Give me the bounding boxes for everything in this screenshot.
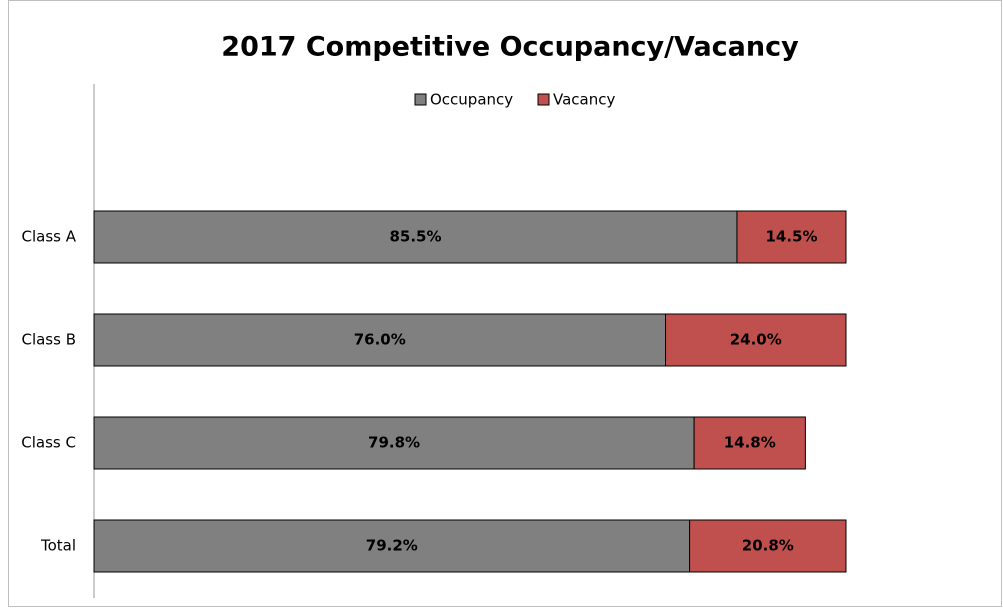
bar-segment <box>665 313 847 367</box>
data-label: 20.8% <box>742 537 794 555</box>
data-label: 79.8% <box>368 434 420 452</box>
data-label: 14.5% <box>765 228 817 246</box>
data-label: 76.0% <box>354 331 406 349</box>
y-tick-label: Total <box>40 537 76 555</box>
legend-swatch <box>414 93 427 106</box>
bar-segment <box>736 210 847 264</box>
y-tick-label: Class A <box>22 228 77 246</box>
bar-segment <box>93 210 738 264</box>
legend-swatch <box>537 93 550 106</box>
bar-segment <box>689 519 847 573</box>
legend-label: Vacancy <box>553 91 615 109</box>
data-label: 14.8% <box>724 434 776 452</box>
legend-label: Occupancy <box>430 91 513 109</box>
chart-title: 2017 Competitive Occupancy/Vacancy <box>221 32 799 63</box>
data-label: 85.5% <box>389 228 441 246</box>
data-label: 24.0% <box>730 331 782 349</box>
y-tick-label: Class B <box>21 331 76 349</box>
y-tick-label: Class C <box>21 434 76 452</box>
frame <box>8 0 1002 607</box>
data-label: 79.2% <box>366 537 418 555</box>
bar-segment <box>693 416 806 470</box>
bar-segment <box>93 519 691 573</box>
bar-segment <box>93 416 695 470</box>
